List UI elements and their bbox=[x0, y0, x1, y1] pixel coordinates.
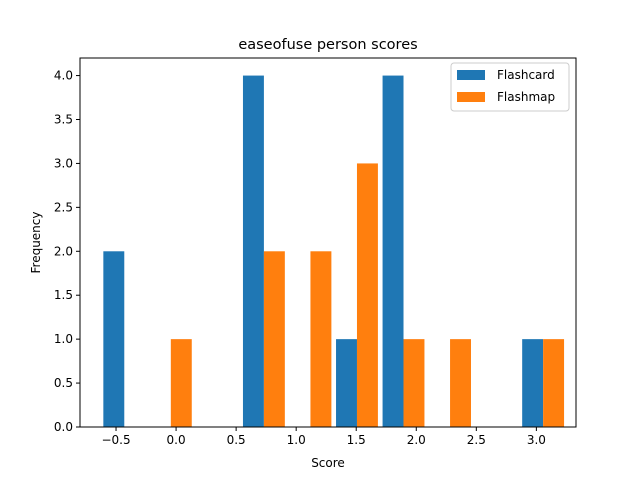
y-axis-label: Frequency bbox=[29, 212, 43, 274]
y-tick-label: 1.5 bbox=[54, 288, 73, 302]
bar-flashmap-bin-5 bbox=[356, 163, 378, 427]
y-tick-label: 0.0 bbox=[54, 420, 73, 434]
x-tick-label: 3.0 bbox=[527, 433, 546, 447]
y-tick-label: 4.0 bbox=[54, 69, 73, 83]
y-tick-label: 1.0 bbox=[54, 332, 73, 346]
x-axis-label: Score bbox=[311, 456, 345, 470]
bar-flashcard-bin-3 bbox=[242, 75, 264, 427]
legend: Flashcard Flashmap bbox=[450, 62, 570, 112]
legend-label-flashmap: Flashmap bbox=[497, 90, 555, 104]
bar-flashcard-bin-5 bbox=[336, 339, 357, 427]
legend-swatch-flashcard bbox=[457, 70, 485, 80]
x-tick-label: 1.5 bbox=[347, 433, 366, 447]
y-tick-label: 2.0 bbox=[54, 244, 73, 258]
x-tick-label: 0.5 bbox=[227, 433, 246, 447]
x-tick-label: 1.0 bbox=[287, 433, 306, 447]
bar-flashmap-bin-6 bbox=[403, 339, 425, 427]
x-tick-label: −0.5 bbox=[101, 433, 130, 447]
y-tick-label: 3.5 bbox=[54, 113, 73, 127]
axes-frame bbox=[79, 57, 577, 428]
x-tick-label: 0.0 bbox=[167, 433, 186, 447]
bar-flashcard-bin-6 bbox=[382, 75, 404, 427]
y-axis-ticks: 0.0 0.5 1.0 1.5 2.0 2.5 3.0 3.5 4.0 bbox=[54, 69, 80, 434]
chart-title: easeofuse person scores bbox=[238, 37, 417, 53]
x-tick-label: 2.5 bbox=[467, 433, 486, 447]
bar-flashcard-bin-9 bbox=[522, 339, 544, 427]
y-tick-label: 0.5 bbox=[54, 376, 73, 390]
y-tick-label: 3.0 bbox=[54, 156, 73, 170]
bars-group bbox=[103, 75, 565, 427]
bar-flashmap-bin-4 bbox=[310, 251, 332, 427]
bar-flashmap-bin-3 bbox=[263, 251, 285, 427]
y-tick-label: 2.5 bbox=[54, 200, 73, 214]
bar-flashmap-bin-1 bbox=[170, 339, 192, 427]
bar-flashmap-bin-9 bbox=[543, 339, 565, 427]
legend-swatch-flashmap bbox=[457, 92, 485, 102]
x-axis-ticks: −0.5 0.0 0.5 1.0 1.5 2.0 2.5 3.0 bbox=[101, 427, 546, 447]
legend-label-flashcard: Flashcard bbox=[497, 68, 555, 82]
bar-flashcard-bin-0 bbox=[103, 251, 125, 427]
bar-flashmap-bin-7 bbox=[450, 339, 471, 427]
x-tick-label: 2.0 bbox=[407, 433, 426, 447]
